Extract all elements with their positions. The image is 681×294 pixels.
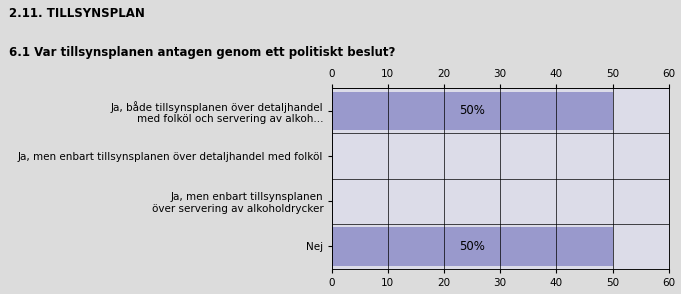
Bar — [332, 92, 612, 130]
Text: 6.1 Var tillsynsplanen antagen genom ett politiskt beslut?: 6.1 Var tillsynsplanen antagen genom ett… — [9, 46, 395, 59]
Text: 2.11. TILLSYNSPLAN: 2.11. TILLSYNSPLAN — [9, 7, 145, 20]
Text: 50%: 50% — [459, 240, 485, 253]
Text: 50%: 50% — [459, 104, 485, 117]
Bar — [332, 227, 612, 265]
